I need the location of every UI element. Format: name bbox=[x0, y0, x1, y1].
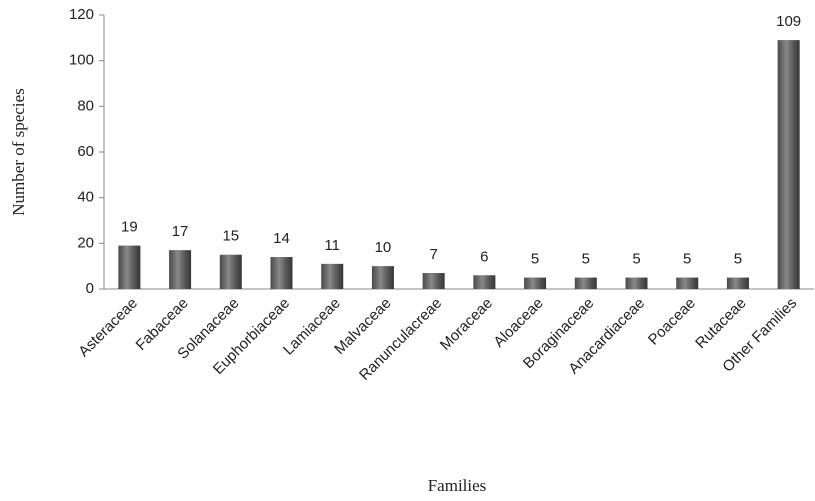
bar-shine bbox=[422, 273, 445, 289]
bar-shine bbox=[625, 277, 648, 289]
y-tick-label: 80 bbox=[77, 97, 94, 114]
bar-shine bbox=[219, 254, 242, 289]
x-tick-label: Moraceae bbox=[437, 295, 496, 354]
data-label: 11 bbox=[324, 237, 340, 254]
data-label: 109 bbox=[776, 13, 801, 30]
x-tick-label: Asteraceae bbox=[75, 295, 141, 361]
bar-shine bbox=[321, 263, 344, 289]
data-label: 19 bbox=[121, 219, 138, 236]
bar-shine bbox=[118, 245, 141, 289]
data-label: 5 bbox=[734, 251, 742, 268]
data-label: 6 bbox=[480, 248, 488, 265]
data-label: 5 bbox=[582, 251, 590, 268]
y-tick-label: 60 bbox=[77, 143, 94, 160]
bar-shine bbox=[371, 266, 394, 289]
data-label: 15 bbox=[222, 228, 239, 245]
data-label: 5 bbox=[531, 251, 539, 268]
bar-shine bbox=[777, 40, 800, 289]
x-tick-label: Poaceae bbox=[645, 295, 699, 349]
data-label: 17 bbox=[172, 223, 189, 240]
y-tick-label: 120 bbox=[69, 6, 94, 23]
y-tick-label: 20 bbox=[77, 234, 94, 251]
bar-shine bbox=[676, 277, 699, 289]
y-tick-label: 40 bbox=[77, 189, 94, 206]
bar-shine bbox=[524, 277, 547, 289]
data-label: 10 bbox=[375, 239, 392, 256]
data-label: 7 bbox=[429, 246, 437, 263]
bar-shine bbox=[726, 277, 749, 289]
data-label: 5 bbox=[632, 251, 640, 268]
bar-shine bbox=[169, 250, 192, 289]
y-axis-label: Number of species bbox=[9, 88, 28, 215]
data-label: 14 bbox=[273, 230, 290, 247]
y-tick-label: 100 bbox=[69, 52, 94, 69]
bar-shine bbox=[473, 275, 496, 289]
y-tick-label: 0 bbox=[86, 280, 94, 297]
bar-shine bbox=[574, 277, 597, 289]
data-label: 5 bbox=[683, 251, 691, 268]
x-axis-label: Families bbox=[428, 476, 487, 495]
bar-shine bbox=[270, 257, 293, 289]
